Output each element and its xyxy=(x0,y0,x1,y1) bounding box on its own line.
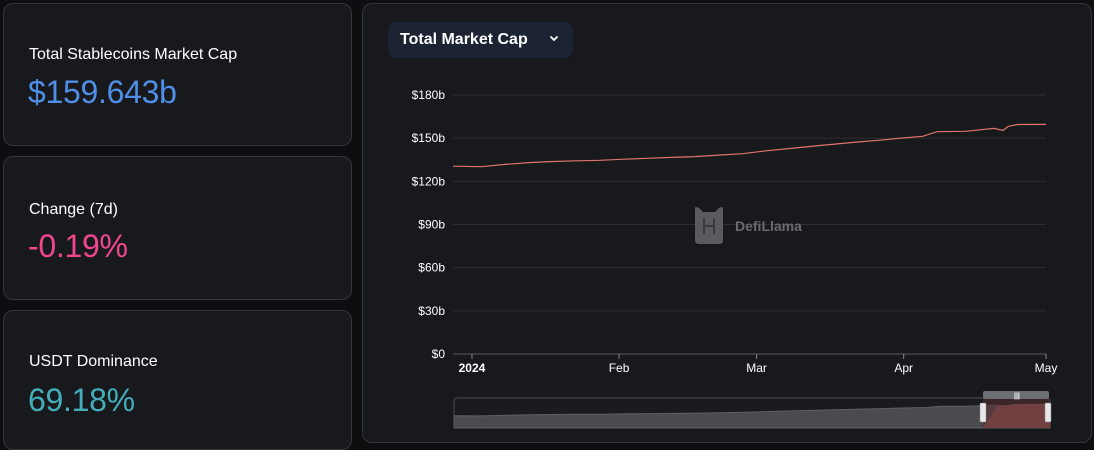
brush-selected-area xyxy=(983,404,1050,428)
stat-value: $159.643b xyxy=(28,74,177,110)
market-cap-chart: DefiLlama $0 $30b $60b $90b $120b $150b $180b 2… xyxy=(412,88,1058,429)
y-tick-label: $60b xyxy=(418,261,445,275)
chevron-down-icon xyxy=(550,36,558,41)
watermark: DefiLlama xyxy=(695,207,802,244)
y-tick-label: $180b xyxy=(412,88,446,102)
y-tick-label: $120b xyxy=(412,174,446,188)
x-tick-label: 2024 xyxy=(459,361,486,375)
stat-value: -0.19% xyxy=(28,228,128,264)
zoom-brush[interactable]: ||| xyxy=(453,391,1052,429)
y-tick-label: $0 xyxy=(432,347,446,361)
y-tick-label: $90b xyxy=(418,218,445,232)
axis-layer: $0 $30b $60b $90b $120b $150b $180b 2024 Feb Mar A… xyxy=(412,88,1058,375)
chart-card: Total Market Cap DefiLlama $0 $30b $60b $90… xyxy=(362,3,1092,443)
stat-label: USDT Dominance xyxy=(29,353,158,370)
series-line xyxy=(452,123,1047,168)
brush-right-handle[interactable] xyxy=(1044,402,1052,423)
stat-label: Total Stablecoins Market Cap xyxy=(29,46,238,63)
x-tick-label: Mar xyxy=(746,361,767,375)
stat-card-change-7d: Change (7d) -0.19% xyxy=(3,156,352,300)
x-tick-label: Feb xyxy=(609,361,630,375)
x-tick-label: May xyxy=(1035,361,1058,375)
brush-grip-icon: ||| xyxy=(1014,393,1020,400)
stat-value: 69.18% xyxy=(28,382,135,418)
stat-card-usdt-dominance: USDT Dominance 69.18% xyxy=(3,310,352,450)
brush-top-handle[interactable] xyxy=(983,391,1049,399)
stat-card-market-cap: Total Stablecoins Market Cap $159.643b xyxy=(3,3,352,146)
chart-type-dropdown[interactable]: Total Market Cap xyxy=(388,22,573,58)
y-tick-label: $30b xyxy=(418,304,445,318)
watermark-text: DefiLlama xyxy=(735,218,802,234)
stat-label: Change (7d) xyxy=(29,201,118,218)
y-tick-label: $150b xyxy=(412,131,446,145)
brush-left-handle[interactable] xyxy=(979,402,987,423)
x-tick-label: Apr xyxy=(894,361,913,375)
dropdown-label: Total Market Cap xyxy=(400,31,528,48)
llama-logo-icon xyxy=(695,207,723,244)
